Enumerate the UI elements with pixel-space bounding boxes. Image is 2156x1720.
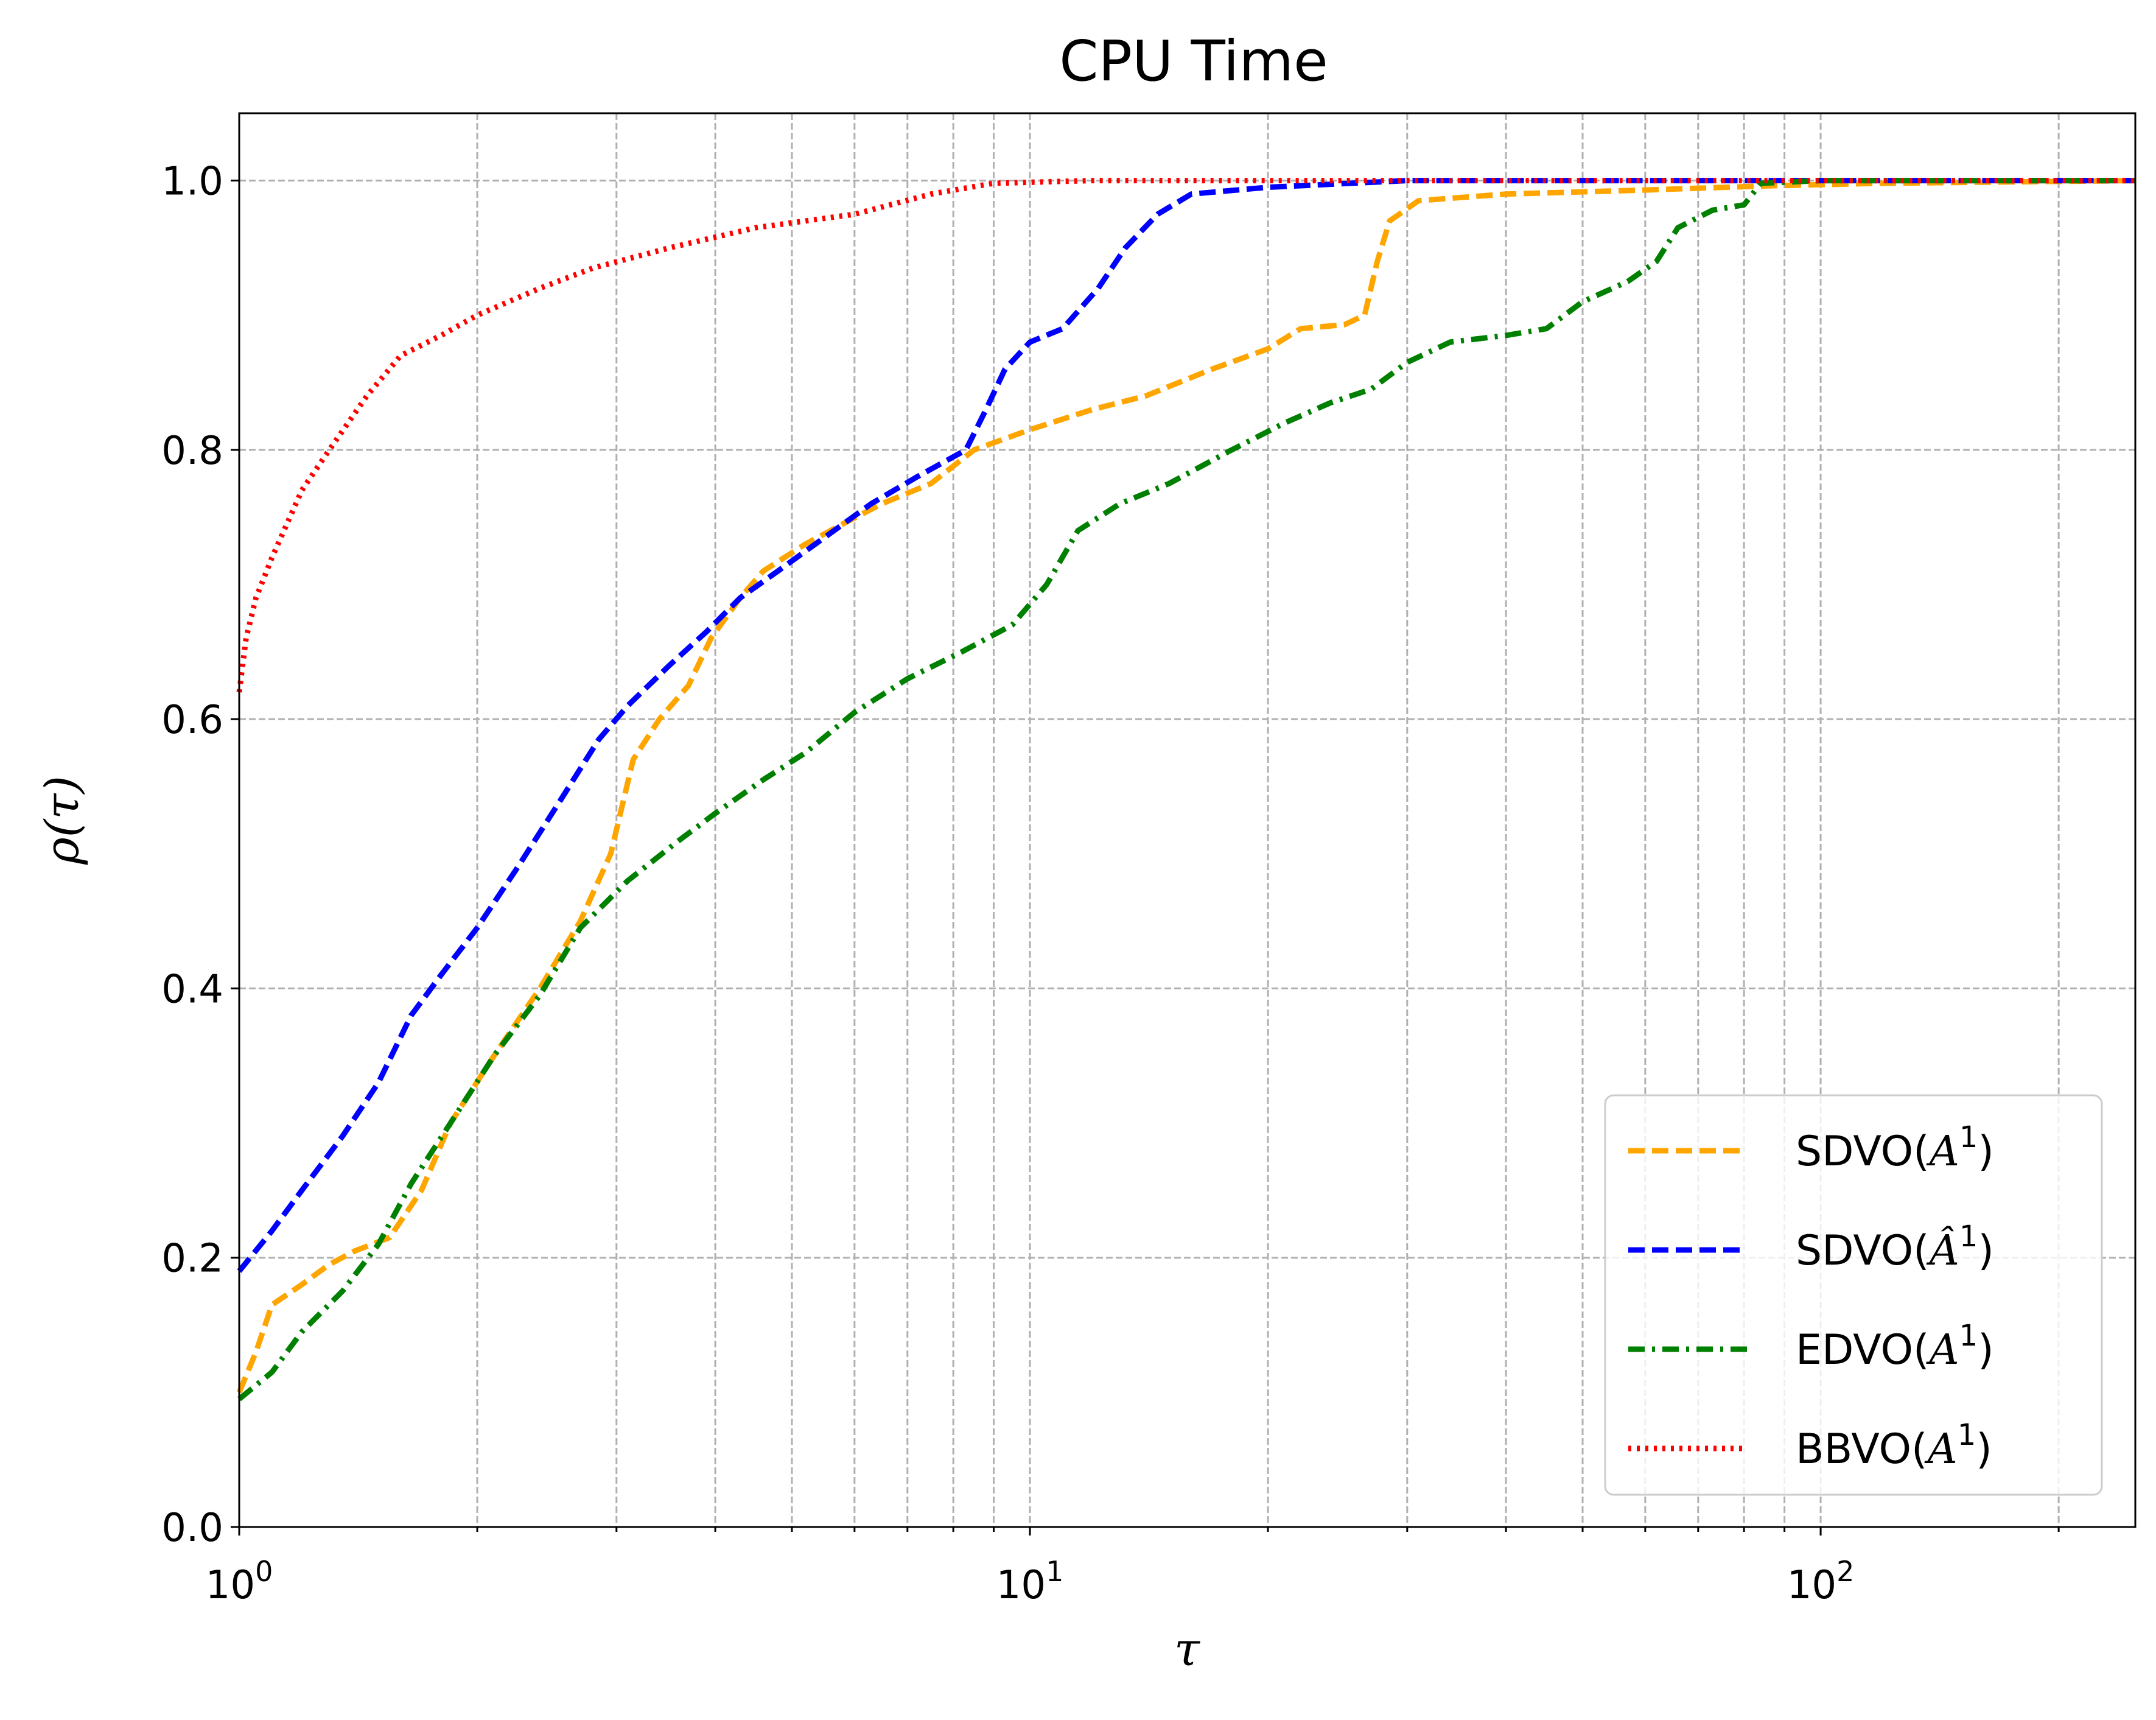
chart-title: CPU Time <box>1059 29 1328 94</box>
legend-label-2: EDVO(A1) <box>1796 1319 1994 1374</box>
y-tick-label: 0.2 <box>161 1237 223 1282</box>
x-tick-label: 101 <box>996 1555 1064 1608</box>
series-line-2 <box>237 178 2135 1402</box>
x-axis-label: τ <box>1174 1622 1201 1676</box>
legend: SDVO(A1) SDVO(Â1) EDVO(A1) BBVO(A1) <box>1604 1094 2103 1496</box>
grid <box>239 113 2135 1527</box>
legend-box <box>1604 1094 2103 1496</box>
legend-label-1: SDVO(Â1) <box>1796 1220 1994 1275</box>
y-tick-label: 0.8 <box>161 429 223 474</box>
y-tick-label: 1.0 <box>161 160 223 205</box>
ticks: 0.0 0.2 0.4 0.6 0.8 1.0 100 101 102 <box>161 160 2060 1608</box>
x-tick-label: 102 <box>1787 1555 1855 1608</box>
legend-label-0: SDVO(A1) <box>1796 1120 1994 1176</box>
series <box>236 178 2136 1402</box>
legend-label-3: BBVO(A1) <box>1796 1418 1992 1473</box>
series-line-3 <box>236 178 2135 693</box>
series-line-0 <box>236 178 2136 1394</box>
y-axis-label: ρ(τ) <box>35 776 89 865</box>
x-tick-label: 100 <box>206 1555 273 1608</box>
y-tick-label: 0.6 <box>161 698 223 743</box>
plot-frame <box>238 112 2137 1528</box>
y-tick-label: 0.4 <box>161 967 223 1012</box>
y-tick-label: 0.0 <box>161 1506 223 1551</box>
series-line-1 <box>237 178 2135 1273</box>
